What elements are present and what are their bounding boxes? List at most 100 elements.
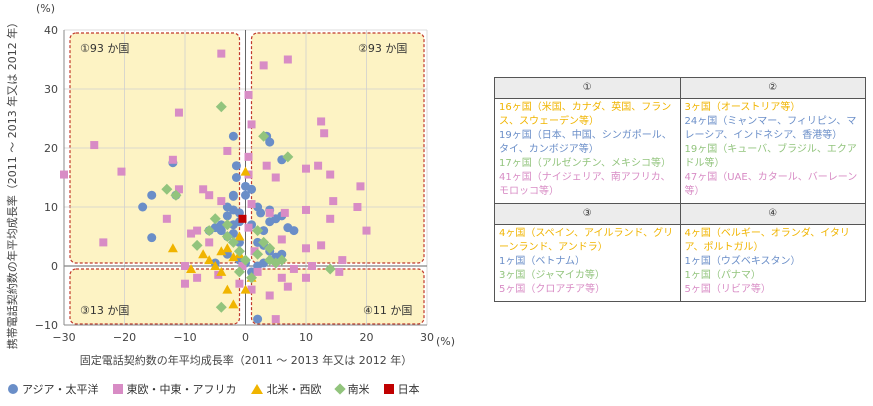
data-point bbox=[60, 170, 68, 179]
data-point bbox=[326, 170, 335, 179]
data-point bbox=[314, 161, 323, 170]
data-point bbox=[289, 226, 299, 236]
legend-item-emea: 東欧・中東・アフリカ bbox=[112, 381, 237, 397]
data-point bbox=[247, 285, 256, 294]
data-point bbox=[282, 151, 294, 163]
data-point bbox=[252, 248, 264, 260]
data-point bbox=[320, 129, 329, 138]
data-point bbox=[247, 184, 257, 194]
data-point bbox=[162, 214, 171, 223]
data-point bbox=[276, 254, 288, 266]
data-point bbox=[161, 183, 173, 195]
data-point bbox=[90, 141, 99, 150]
data-point bbox=[174, 108, 183, 117]
data-point bbox=[335, 267, 344, 276]
data-point bbox=[259, 226, 269, 236]
cell-line: 19ヶ国（日本、中国、シンガポール、タイ、カンボジア等） bbox=[499, 130, 672, 155]
data-point bbox=[234, 231, 245, 241]
quadrant-label-4: ④11 か国 bbox=[363, 304, 412, 317]
data-point bbox=[204, 255, 215, 265]
data-point bbox=[117, 167, 126, 176]
table-header-row: ③ ④ bbox=[494, 203, 866, 225]
data-point bbox=[277, 273, 286, 282]
data-point bbox=[238, 214, 247, 223]
data-point bbox=[181, 262, 189, 270]
data-point bbox=[181, 279, 189, 288]
x-tick-label: −10 bbox=[173, 331, 196, 344]
cell-line: 47ヶ国（UAE、カタール、バーレーン等） bbox=[684, 172, 858, 197]
cell-line: 1ヶ国（ウズベキスタン） bbox=[684, 256, 801, 267]
data-point bbox=[271, 315, 280, 324]
y-tick-label: 0 bbox=[51, 260, 58, 273]
cell-line: 1ヶ国（ベトナム） bbox=[499, 256, 586, 267]
table-row: 4ヶ国（スペイン、アイルランド、グリーンランド、アンドラ） 1ヶ国（ベトナム） … bbox=[494, 224, 866, 302]
data-point bbox=[233, 245, 245, 257]
data-point bbox=[187, 229, 196, 238]
legend-item-na-we: 北米・西欧 bbox=[250, 381, 322, 397]
y-tick-label: −10 bbox=[35, 319, 58, 332]
header-q3: ③ bbox=[494, 203, 681, 225]
data-point bbox=[193, 273, 202, 282]
data-point bbox=[231, 173, 241, 182]
data-points bbox=[60, 49, 371, 324]
data-point bbox=[302, 205, 310, 214]
data-point bbox=[217, 49, 226, 58]
data-point bbox=[167, 243, 178, 253]
data-point bbox=[238, 262, 247, 270]
cell-line: 5ヶ国（クロアチア等） bbox=[499, 284, 606, 295]
data-point bbox=[247, 120, 256, 129]
cell-line: 3ヶ国（ジャマイカ等） bbox=[499, 270, 605, 281]
legend-label: アジア・太平洋 bbox=[22, 383, 99, 396]
data-point bbox=[228, 191, 238, 201]
data-point bbox=[170, 189, 182, 201]
y-tick-label: 20 bbox=[44, 142, 58, 155]
data-point bbox=[216, 266, 227, 276]
data-point bbox=[259, 61, 268, 70]
data-point bbox=[217, 197, 226, 206]
cell-line: 19ヶ国（キューバ、ブラジル、エクアドル等） bbox=[684, 144, 857, 169]
x-tick-label: 30 bbox=[420, 331, 434, 344]
triangle-marker-icon bbox=[250, 384, 263, 394]
y-unit-label: (%) bbox=[36, 2, 55, 15]
quadrant-label-2: ②93 か国 bbox=[358, 42, 407, 55]
legend-label: 日本 bbox=[397, 383, 420, 396]
data-point bbox=[253, 314, 263, 324]
cell-line: 4ヶ国（ベルギー、オランダ、イタリア、ポルトガル） bbox=[684, 228, 850, 253]
data-point bbox=[147, 233, 157, 243]
quadrant-label-3: ③13 か国 bbox=[80, 304, 129, 317]
data-point bbox=[191, 239, 203, 251]
data-point bbox=[241, 190, 250, 200]
cell-q4: 4ヶ国（ベルギー、オランダ、イタリア、ポルトガル） 1ヶ国（ウズベキスタン） 1… bbox=[679, 224, 866, 302]
y-tick-label: 10 bbox=[44, 201, 58, 214]
header-q4: ④ bbox=[679, 203, 866, 225]
data-point bbox=[250, 247, 259, 256]
data-point bbox=[186, 263, 197, 273]
data-point bbox=[222, 211, 232, 221]
legend-label: 北米・西欧 bbox=[266, 383, 322, 396]
y-tick-label: 30 bbox=[44, 83, 58, 96]
data-point bbox=[253, 267, 262, 276]
data-point bbox=[271, 173, 280, 182]
data-point bbox=[329, 197, 338, 206]
data-point bbox=[216, 226, 226, 236]
x-tick-label: 20 bbox=[360, 331, 374, 344]
chart-labels: ①93 か国 ②93 か国 ③13 か国 ④11 か国 (%) (%) 固定電話… bbox=[5, 2, 455, 367]
x-tick-label: −30 bbox=[52, 331, 75, 344]
diamond-marker-icon bbox=[333, 383, 346, 395]
data-point bbox=[262, 161, 271, 170]
data-point bbox=[216, 246, 227, 256]
table-header-row: ① ② bbox=[494, 77, 866, 99]
data-point bbox=[252, 225, 264, 237]
data-point bbox=[223, 146, 232, 155]
cell-line: 24ヶ国（ミャンマー、フィリピン、マレーシア、インドネシア、香港等） bbox=[684, 116, 857, 141]
data-point bbox=[362, 226, 371, 235]
legend-item-latam: 南米 bbox=[333, 381, 370, 397]
data-point bbox=[256, 208, 266, 218]
data-point bbox=[205, 238, 214, 247]
data-point bbox=[265, 217, 275, 227]
data-point bbox=[222, 284, 233, 294]
cell-line: 17ヶ国（アルゼンチン、メキシコ等） bbox=[499, 158, 672, 169]
data-point bbox=[222, 243, 233, 253]
data-point bbox=[147, 190, 157, 200]
data-point bbox=[244, 152, 253, 161]
